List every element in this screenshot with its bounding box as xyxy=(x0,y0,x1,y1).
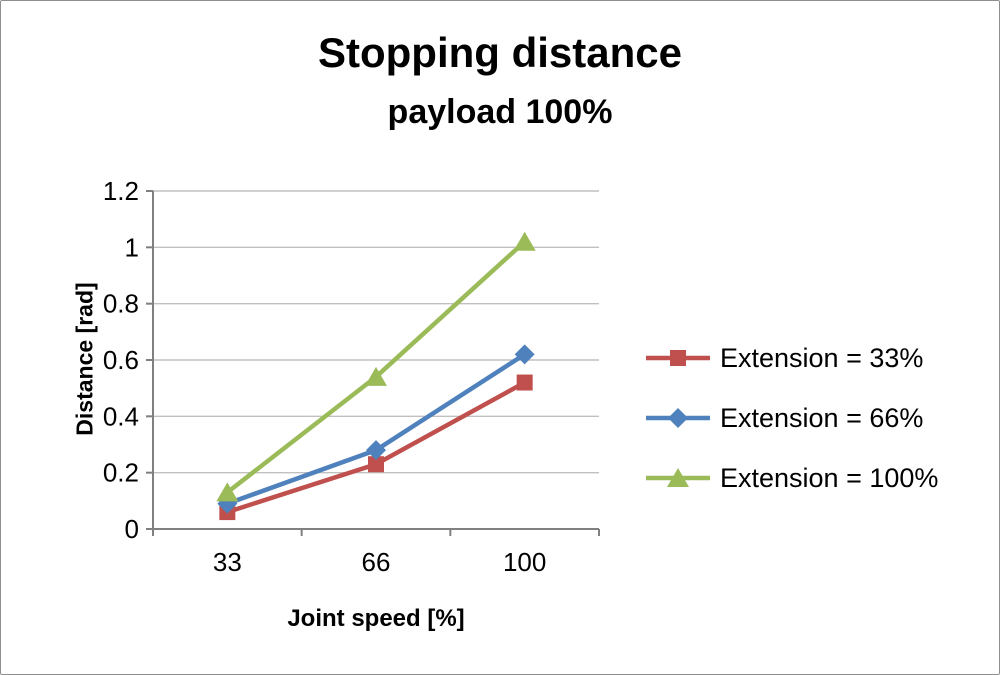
x-tick-label: 100 xyxy=(503,547,546,577)
legend: Extension = 33% Extension = 66% Extension … xyxy=(646,343,938,493)
legend-marker xyxy=(667,468,689,487)
y-axis-title: Distance [rad] xyxy=(71,282,98,436)
legend-label: Extension = 33% xyxy=(720,342,924,373)
y-tick-label: 0.6 xyxy=(103,345,139,375)
series-marker xyxy=(513,231,536,251)
chart-subtitle: payload 100% xyxy=(387,93,613,131)
x-axis-title: Joint speed [%] xyxy=(287,605,465,632)
x-tick-label: 66 xyxy=(362,547,391,577)
series-marker xyxy=(365,366,387,386)
y-tick-label: 0.4 xyxy=(103,401,139,431)
legend-marker-icon xyxy=(646,350,710,366)
x-tick-label: 33 xyxy=(213,547,242,577)
legend-item-1: Extension = 33% xyxy=(646,343,938,373)
series-marker xyxy=(368,456,384,473)
legend-item-2: Extension = 66% xyxy=(646,403,938,433)
series-marker xyxy=(516,374,533,391)
series-marker xyxy=(366,440,386,461)
series-marker xyxy=(514,344,535,365)
chart-title: Stopping distance xyxy=(317,29,682,76)
y-tick-label: 0 xyxy=(125,514,139,544)
y-tick-label: 0.8 xyxy=(103,289,139,319)
legend-marker-icon xyxy=(646,408,710,428)
legend-label: Extension = 100% xyxy=(720,462,939,493)
legend-item-3: Extension = 100% xyxy=(646,463,938,493)
legend-marker xyxy=(668,408,688,428)
legend-marker-icon xyxy=(646,468,710,487)
legend-label: Extension = 66% xyxy=(720,402,924,433)
y-tick-label: 1.2 xyxy=(103,176,139,206)
y-tick-label: 1 xyxy=(125,232,139,262)
series-marker xyxy=(216,482,239,502)
y-tick-label: 0.2 xyxy=(103,458,139,488)
legend-marker xyxy=(670,350,686,366)
